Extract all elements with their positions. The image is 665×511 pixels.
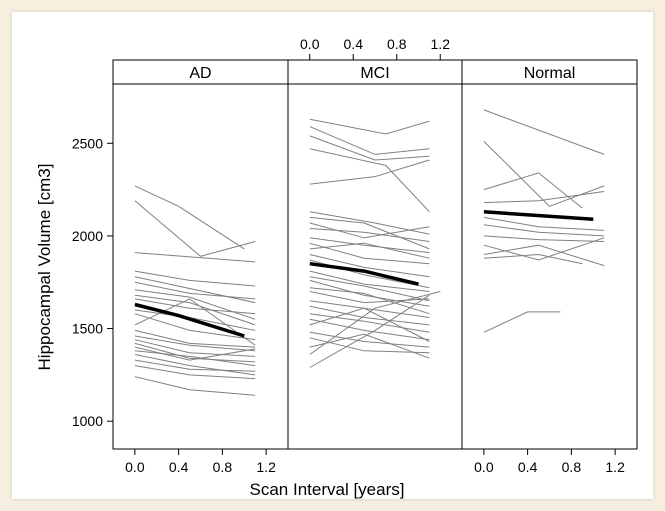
subject-line <box>309 318 430 341</box>
subject-line <box>309 307 430 342</box>
hippocampal-volume-chart: AD MCI Normal 0.0 0.4 0.8 1.2 0.0 0.4 0.8 1.2 0.0 0… <box>35 36 638 499</box>
panel-label-mci: MCI <box>360 65 389 82</box>
panel-strip-normal <box>461 59 638 85</box>
subject-line <box>134 294 256 326</box>
subject-line <box>483 141 605 207</box>
subject-line <box>483 253 583 265</box>
subject-line <box>309 242 430 259</box>
subject-line <box>309 305 430 326</box>
subject-line <box>309 270 430 292</box>
subject-line <box>134 342 256 363</box>
subject-line <box>309 294 430 368</box>
x-tick-label: 0.8 <box>562 459 582 475</box>
mean-line-normal <box>483 210 594 222</box>
subject-line <box>309 118 430 135</box>
x-tick-label: 0.4 <box>169 459 189 475</box>
subject-line <box>309 287 430 315</box>
subject-line <box>483 109 605 155</box>
figure-frame: AD MCI Normal 0.0 0.4 0.8 1.2 0.0 0.4 0.8 1.2 0.0 0… <box>12 12 653 499</box>
panel-border-mci <box>287 83 463 450</box>
subject-line <box>483 311 561 333</box>
panel-label-ad: AD <box>189 65 211 82</box>
subject-line <box>134 354 256 376</box>
subject-line <box>309 135 430 161</box>
y-tick-label: 2500 <box>72 135 103 151</box>
subject-line <box>134 298 256 315</box>
subject-line <box>134 313 256 341</box>
y-axis-label: Hippocampal Volume [cm3] <box>35 164 54 371</box>
panel-strip-ad <box>112 59 289 85</box>
subject-line <box>309 291 441 355</box>
x-tick-label: 0.0 <box>125 459 145 475</box>
subject-line <box>309 222 430 239</box>
subject-line <box>134 346 256 361</box>
subject-line <box>483 244 605 267</box>
subject-line <box>134 335 256 352</box>
subject-line <box>483 191 605 204</box>
panel-border-normal <box>461 83 638 450</box>
subject-line <box>309 148 430 213</box>
subject-line <box>309 216 430 250</box>
x-tick-label: 0.8 <box>213 459 233 475</box>
subject-line <box>309 279 430 307</box>
panel-ad: AD <box>112 59 289 450</box>
subject-line <box>134 329 256 348</box>
x-tick-label: 0.0 <box>474 459 494 475</box>
panel-label-normal: Normal <box>524 65 576 82</box>
subject-line <box>309 126 430 155</box>
subject-line <box>134 298 256 346</box>
y-tick-label: 2000 <box>72 228 103 244</box>
subject-line <box>309 333 430 359</box>
x-tick-label: 1.2 <box>256 459 276 475</box>
x-tick-label: 0.4 <box>344 36 364 52</box>
x-tick-label: 1.2 <box>431 36 451 52</box>
subject-line <box>134 252 256 263</box>
subject-line <box>309 242 430 265</box>
x-axis-label: Scan Interval [years] <box>250 480 405 499</box>
subject-line <box>309 313 430 333</box>
panel-normal: Normal <box>461 59 638 450</box>
subject-line <box>134 350 256 367</box>
subject-line <box>134 365 256 380</box>
subject-line <box>309 237 430 254</box>
y-tick-label: 1500 <box>72 321 103 337</box>
subject-line <box>483 235 605 242</box>
y-tick-label: 1000 <box>72 413 103 429</box>
panel-mci: MCI <box>287 59 463 450</box>
panel-border-ad <box>112 83 289 450</box>
subject-line <box>309 211 430 235</box>
subject-line <box>134 359 256 372</box>
subject-line <box>309 331 430 348</box>
subject-line <box>134 276 256 304</box>
subject-line <box>134 339 256 357</box>
subject-line <box>134 281 256 300</box>
x-tick-label: 1.2 <box>605 459 625 475</box>
subject-line <box>134 185 245 250</box>
subject-line <box>309 276 430 302</box>
x-tick-label: 0.0 <box>300 36 320 52</box>
mean-line-mci <box>309 261 419 286</box>
subject-line <box>309 254 430 278</box>
x-tick-label: 0.8 <box>387 36 407 52</box>
subject-line <box>134 376 256 396</box>
subject-line <box>483 224 605 237</box>
subject-line <box>309 228 430 242</box>
subject-line <box>483 216 605 231</box>
subject-line <box>309 159 430 185</box>
mean-line-ad <box>134 302 245 338</box>
subject-line <box>483 237 605 261</box>
subject-line <box>134 270 256 287</box>
subject-line <box>134 200 256 257</box>
x-tick-label: 0.4 <box>518 459 538 475</box>
